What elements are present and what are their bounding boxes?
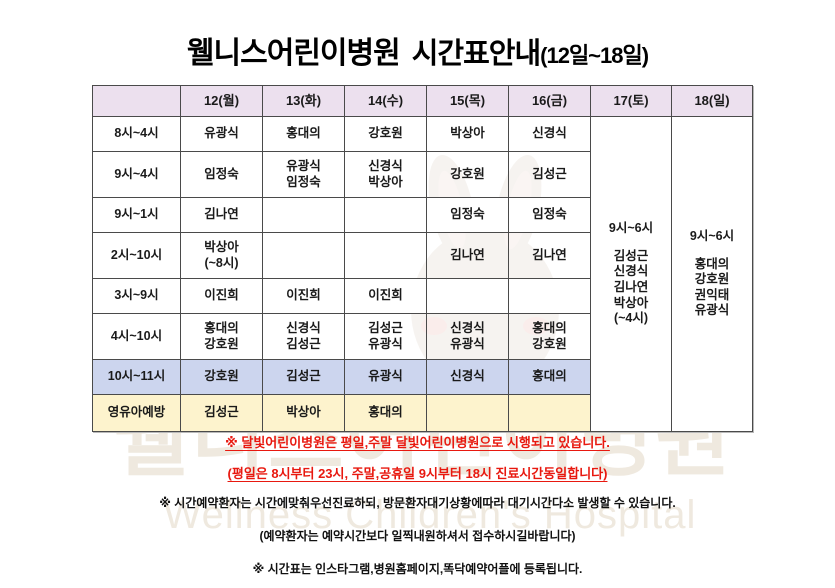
header-day-1: 13(화) xyxy=(262,85,345,117)
cell-r4-c1: 이진희 xyxy=(262,278,345,314)
cell-r6-c1: 김성근 xyxy=(262,359,345,395)
cell-r4-c2: 이진희 xyxy=(344,278,427,314)
header-day-6: 18(일) xyxy=(671,85,753,117)
cell-r0-c2: 강호원 xyxy=(344,116,427,152)
title-date-range: (12일~18일) xyxy=(540,43,649,68)
note-black-1: (예약환자는 예약시간보다 일찍내원하셔서 접수하시길바랍니다) xyxy=(259,529,576,543)
cell-r1-c3: 강호원 xyxy=(426,151,509,198)
cell-r0-c1: 홍대의 xyxy=(262,116,345,152)
row-time-label-6: 10시~11시 xyxy=(92,359,181,395)
sunday-merged-cell: 9시~6시 홍대의 강호원 권익태 유광식 xyxy=(671,116,753,432)
cell-r7-c0: 김성근 xyxy=(180,394,263,432)
header-time-column xyxy=(92,85,181,117)
cell-r1-c1: 유광식 임정숙 xyxy=(262,151,345,198)
cell-r5-c4: 홍대의 강호원 xyxy=(508,313,591,360)
header-day-3: 15(목) xyxy=(426,85,509,117)
header-day-0: 12(월) xyxy=(180,85,263,117)
table-body: 8시~4시 유광식 홍대의 강호원 박상아 신경식 9시~6시 김성근 신경식 김나연 박상아 (~4… xyxy=(92,116,753,432)
cell-r7-c3 xyxy=(426,394,509,432)
note-red-0: ※ 달빛어린이병원은 평일,주말 달빛어린이병원으로 시행되고 있습니다. xyxy=(225,435,610,450)
cell-r0-c4: 신경식 xyxy=(508,116,591,152)
cell-r7-c4 xyxy=(508,394,591,432)
schedule-table: 12(월) 13(화) 14(수) 15(목) 16(금) 17(토) 18(일) 8시~4… xyxy=(92,85,753,432)
cell-r1-c0: 임정숙 xyxy=(180,151,263,198)
row-time-label-4: 3시~9시 xyxy=(92,278,181,314)
notes-section: ※ 달빛어린이병원은 평일,주말 달빛어린이병원으로 시행되고 있습니다. (평일… xyxy=(0,432,835,577)
cell-r2-c4: 임정숙 xyxy=(508,197,591,233)
header-day-2: 14(수) xyxy=(344,85,427,117)
page-title: 웰니스어린이병원 시간표안내(12일~18일) xyxy=(0,28,835,72)
note-black-2: ※ 시간표는 인스타그램,병원홈페이지,똑닥예약어플에 등록됩니다. xyxy=(252,562,583,576)
cell-r5-c3: 신경식 유광식 xyxy=(426,313,509,360)
cell-r3-c3: 김나연 xyxy=(426,232,509,279)
note-black-0: ※ 시간예약환자는 시간에맞춰우선진료하되, 방문환자대기상황에따라 대기시간다… xyxy=(159,496,676,510)
note-red-1: (평일은 8시부터 23시, 주말,공휴일 9시부터 18시 진료시간동일합니다… xyxy=(227,466,608,481)
header-day-5: 17(토) xyxy=(590,85,672,117)
row-time-label-2: 9시~1시 xyxy=(92,197,181,233)
row-time-label-0: 8시~4시 xyxy=(92,116,181,152)
cell-r5-c1: 신경식 김성근 xyxy=(262,313,345,360)
cell-r7-c2: 홍대의 xyxy=(344,394,427,432)
cell-r6-c0: 강호원 xyxy=(180,359,263,395)
row-time-label-5: 4시~10시 xyxy=(92,313,181,360)
cell-r3-c2 xyxy=(344,232,427,279)
cell-r4-c3 xyxy=(426,278,509,314)
table-row: 8시~4시 유광식 홍대의 강호원 박상아 신경식 9시~6시 김성근 신경식 김나연 박상아 (~4… xyxy=(92,116,753,432)
cell-r2-c0: 김나연 xyxy=(180,197,263,233)
title-hospital-name: 웰니스어린이병원 xyxy=(186,37,401,70)
header-day-4: 16(금) xyxy=(508,85,591,117)
cell-r2-c2 xyxy=(344,197,427,233)
cell-r6-c4: 홍대의 xyxy=(508,359,591,395)
cell-r6-c2: 유광식 xyxy=(344,359,427,395)
saturday-merged-cell: 9시~6시 김성근 신경식 김나연 박상아 (~4시) xyxy=(590,116,672,432)
cell-r1-c2: 신경식 박상아 xyxy=(344,151,427,198)
cell-r1-c4: 김성근 xyxy=(508,151,591,198)
cell-r2-c1 xyxy=(262,197,345,233)
cell-r2-c3: 임정숙 xyxy=(426,197,509,233)
cell-r4-c4 xyxy=(508,278,591,314)
cell-r5-c2: 김성근 유광식 xyxy=(344,313,427,360)
row-time-label-3: 2시~10시 xyxy=(92,232,181,279)
cell-r5-c0: 홍대의 강호원 xyxy=(180,313,263,360)
cell-r0-c3: 박상아 xyxy=(426,116,509,152)
row-time-label-1: 9시~4시 xyxy=(92,151,181,198)
table-header-row: 12(월) 13(화) 14(수) 15(목) 16(금) 17(토) 18(일) xyxy=(92,85,753,117)
row-time-label-7: 영유아예방 xyxy=(92,394,181,432)
cell-r3-c1 xyxy=(262,232,345,279)
cell-r3-c0: 박상아 (~8시) xyxy=(180,232,263,279)
cell-r7-c1: 박상아 xyxy=(262,394,345,432)
cell-r4-c0: 이진희 xyxy=(180,278,263,314)
cell-r6-c3: 신경식 xyxy=(426,359,509,395)
table-row: 영유아예방 김성근 박상아 홍대의 xyxy=(92,394,753,432)
table-row: 9시~4시 임정숙 유광식 임정숙 신경식 박상아 강호원 김성근 xyxy=(92,151,753,198)
cell-r0-c0: 유광식 xyxy=(180,116,263,152)
title-subject: 시간표안내 xyxy=(411,38,541,70)
cell-r3-c4: 김나연 xyxy=(508,232,591,279)
